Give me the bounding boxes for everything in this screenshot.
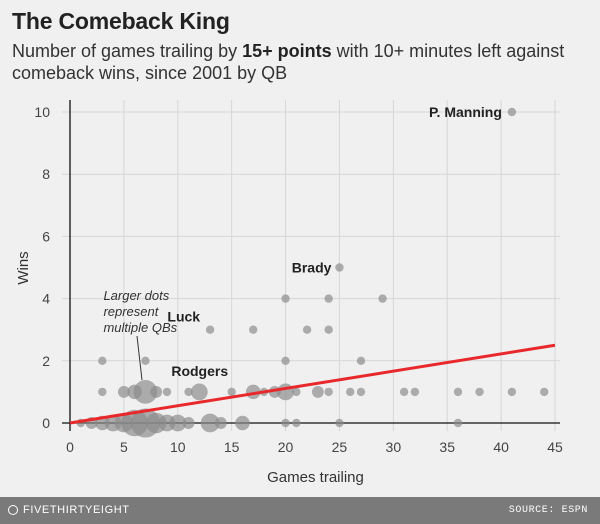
data-point [162,387,172,397]
data-point [356,356,366,365]
data-point [141,356,150,365]
data-point [335,263,344,272]
data-point [507,107,517,117]
data-point [98,356,107,365]
x-tick-label: 15 [224,439,240,455]
x-tick-label: 45 [547,439,563,455]
chart-subtitle: Number of games trailing by 15+ points w… [12,40,592,84]
point-label: P. Manning [429,104,502,120]
data-point [200,413,220,433]
data-point [98,387,107,397]
subtitle-text-start: Number of games trailing by [12,41,243,61]
x-tick-label: 25 [332,439,348,455]
data-point [190,383,208,401]
data-point [311,385,324,398]
data-point [249,325,258,334]
data-point [324,387,333,397]
y-tick-label: 0 [42,415,50,431]
data-point [281,294,290,303]
x-tick-label: 40 [493,439,509,455]
brand: FIVETHIRTYEIGHT [8,504,130,516]
data-point [475,387,484,397]
data-point [507,387,517,397]
scatter-chart: 0 5 10 15 20 25 30 35 40 45 0 2 4 6 8 10 P. Manning Brady… [15,100,563,486]
annotation-text: represent [103,304,159,319]
data-point [133,380,158,404]
data-point [235,415,250,431]
data-point [346,387,355,397]
data-point [335,418,344,428]
data-point [150,385,163,398]
x-tick-label: 35 [439,439,455,455]
y-tick-label: 10 [34,104,50,120]
data-point [184,387,193,397]
data-point [356,387,366,397]
data-point [182,417,195,429]
y-tick-label: 8 [42,166,50,182]
data-point [214,417,227,429]
annotation-leader-line [136,335,143,381]
trend-line [69,343,556,425]
data-point [205,325,215,334]
annotation-text: multiple QBs [103,320,177,335]
source-credit: SOURCE: ESPN [508,505,588,516]
subtitle-text-bold: 15+ points [242,41,332,61]
chart-title: The Comeback King [12,8,230,34]
x-tick-label: 20 [278,439,294,455]
data-point [281,356,290,365]
point-label: Brady [292,260,332,276]
data-point [540,387,549,397]
brand-name: FIVETHIRTYEIGHT [23,504,130,516]
point-label: Rodgers [171,363,228,379]
x-tick-label: 5 [120,439,128,455]
y-tick-label: 2 [42,353,50,369]
point-label: Luck [167,309,200,325]
y-axis-label: Wins [15,251,32,284]
data-point [453,418,463,428]
x-axis-label: Games trailing [267,469,364,486]
subtitle-text-end: with 10+ minutes left against comeback w… [12,41,565,83]
data-point [281,418,290,428]
data-point [399,387,409,397]
data-point [324,294,333,303]
y-tick-label: 6 [42,228,50,244]
data-point [410,387,420,397]
x-tick-label: 30 [386,439,402,455]
x-tick-label: 10 [170,439,186,455]
fivethirtyeight-logo-icon [8,505,18,515]
data-point [117,385,130,398]
data-point [292,418,301,428]
y-tick-label: 4 [42,291,50,307]
data-point [227,387,236,397]
footer-bar: FIVETHIRTYEIGHT SOURCE: ESPN [0,497,600,524]
data-point [169,414,187,432]
annotation-text: Larger dots [103,288,169,303]
data-point [324,325,333,334]
x-tick-label: 0 [66,439,74,455]
data-point [292,387,301,397]
data-point [302,325,312,334]
data-point [378,294,387,303]
data-point [453,387,463,397]
